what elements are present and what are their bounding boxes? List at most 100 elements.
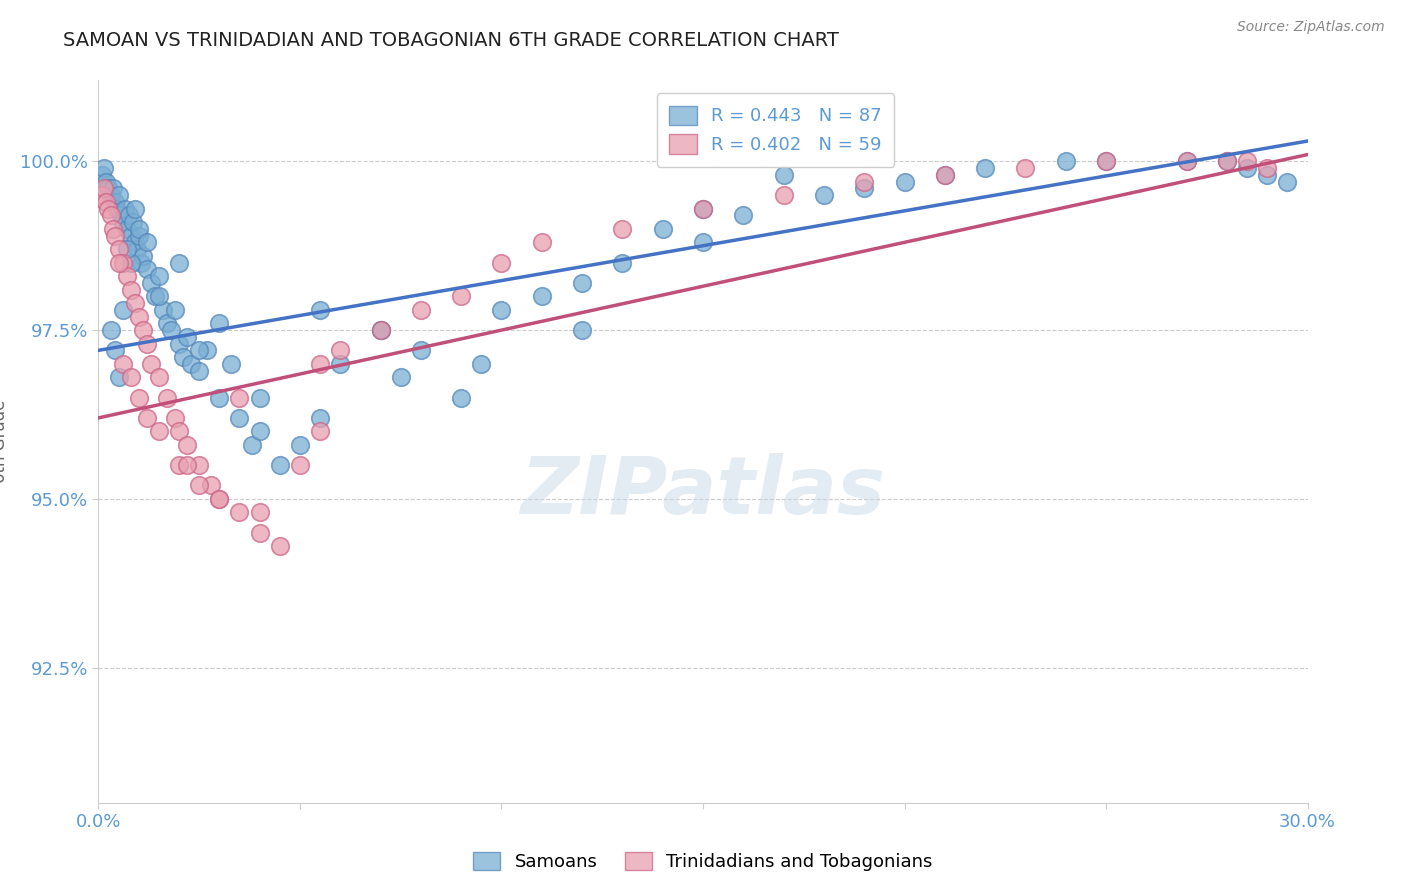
Point <box>692 235 714 250</box>
Point <box>132 323 155 337</box>
Point <box>612 255 634 269</box>
Point <box>450 289 472 303</box>
Text: ZIPatlas: ZIPatlas <box>520 453 886 531</box>
Point <box>96 194 118 209</box>
Point <box>97 202 120 216</box>
Point <box>97 181 120 195</box>
Point <box>813 188 835 202</box>
Point <box>221 357 243 371</box>
Point <box>96 175 118 189</box>
Point <box>450 391 472 405</box>
Point <box>120 255 142 269</box>
Point <box>1216 154 1239 169</box>
Point <box>389 370 412 384</box>
Point <box>772 168 794 182</box>
Point <box>692 202 714 216</box>
Point <box>1256 161 1278 175</box>
Point <box>188 458 211 472</box>
Point <box>167 255 190 269</box>
Point <box>1256 168 1278 182</box>
Point <box>135 262 157 277</box>
Point <box>180 357 202 371</box>
Point <box>148 269 170 284</box>
Point <box>195 343 218 358</box>
Point <box>103 343 125 358</box>
Point <box>733 208 755 222</box>
Point <box>124 296 146 310</box>
Point <box>491 255 513 269</box>
Point <box>772 188 794 202</box>
Text: Source: ZipAtlas.com: Source: ZipAtlas.com <box>1237 20 1385 34</box>
Point <box>128 228 150 243</box>
Point <box>163 411 186 425</box>
Point <box>107 370 129 384</box>
Point <box>1014 161 1036 175</box>
Point <box>853 175 876 189</box>
Point <box>208 317 231 331</box>
Point <box>1236 161 1258 175</box>
Point <box>409 302 432 317</box>
Point <box>93 181 115 195</box>
Point <box>91 168 114 182</box>
Point <box>269 458 291 472</box>
Point <box>139 357 162 371</box>
Point <box>120 370 142 384</box>
Point <box>115 269 138 284</box>
Point <box>309 425 332 439</box>
Point <box>132 249 155 263</box>
Point <box>1095 154 1118 169</box>
Point <box>934 168 956 182</box>
Point <box>128 222 150 236</box>
Point <box>111 255 134 269</box>
Point <box>370 323 392 337</box>
Point <box>148 289 170 303</box>
Point <box>228 505 250 519</box>
Point <box>1054 154 1077 169</box>
Point <box>1236 154 1258 169</box>
Point <box>160 323 183 337</box>
Point <box>370 323 392 337</box>
Point <box>370 323 392 337</box>
Point <box>121 215 143 229</box>
Point <box>129 255 152 269</box>
Point <box>139 276 162 290</box>
Point <box>934 168 956 182</box>
Point <box>269 539 291 553</box>
Point <box>125 242 148 256</box>
Point <box>249 525 271 540</box>
Point <box>692 202 714 216</box>
Point <box>114 202 136 216</box>
Point <box>101 181 124 195</box>
Point <box>167 425 190 439</box>
Point <box>530 289 553 303</box>
Point <box>128 310 150 324</box>
Point <box>124 235 146 250</box>
Point <box>172 350 194 364</box>
Point <box>111 215 134 229</box>
Point <box>135 235 157 250</box>
Point <box>148 425 170 439</box>
Point <box>118 208 141 222</box>
Point <box>470 357 492 371</box>
Point <box>91 188 114 202</box>
Point <box>120 228 142 243</box>
Point <box>651 222 673 236</box>
Point <box>115 242 138 256</box>
Point <box>120 283 142 297</box>
Point <box>105 202 128 216</box>
Point <box>103 228 125 243</box>
Point <box>491 302 513 317</box>
Point <box>329 343 352 358</box>
Point <box>1175 154 1198 169</box>
Point <box>111 302 134 317</box>
Point <box>188 478 211 492</box>
Y-axis label: 6th Grade: 6th Grade <box>0 400 8 483</box>
Point <box>167 458 190 472</box>
Point <box>200 478 222 492</box>
Point <box>974 161 997 175</box>
Point <box>530 235 553 250</box>
Point <box>176 330 198 344</box>
Point <box>110 208 132 222</box>
Point <box>152 302 174 317</box>
Point <box>1175 154 1198 169</box>
